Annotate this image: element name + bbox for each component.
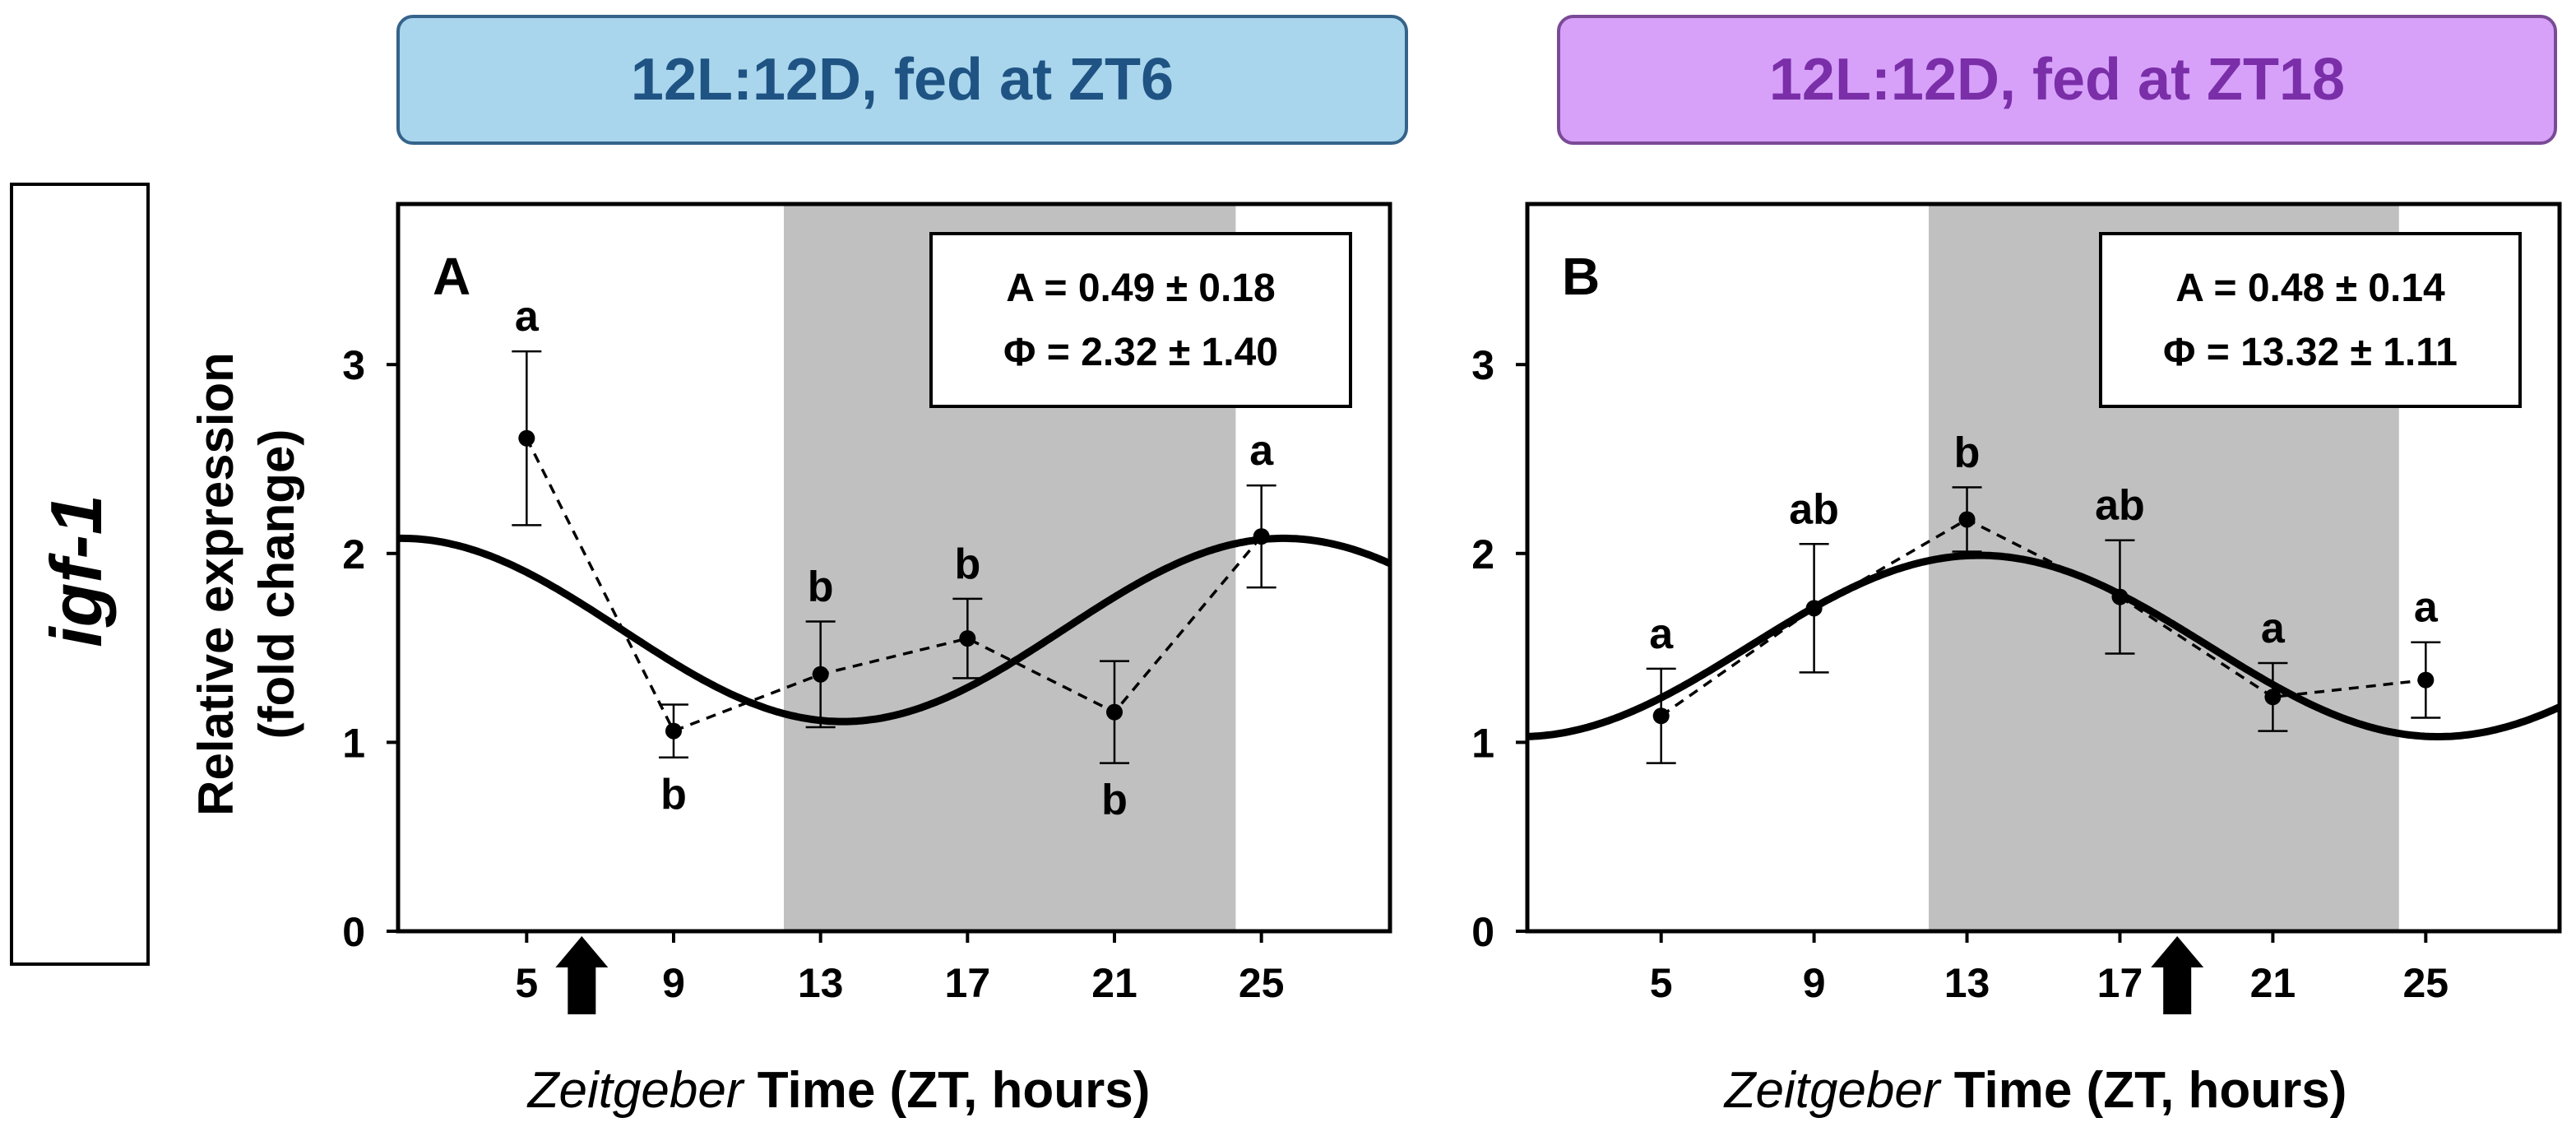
condition-title-a: 12L:12D, fed at ZT6: [396, 15, 1408, 145]
significance-label: b: [808, 563, 834, 610]
panel-label: B: [1562, 247, 1600, 306]
data-point: [1106, 703, 1123, 721]
x-tick-label: 17: [2097, 960, 2143, 1006]
data-point: [1253, 528, 1270, 545]
x-axis-title-italic: Zeitgeber: [527, 1062, 744, 1119]
x-tick-label: 21: [1091, 960, 1137, 1006]
data-point: [2417, 671, 2435, 689]
significance-label: a: [2414, 584, 2439, 632]
stats-amplitude: A = 0.49 ± 0.18: [1006, 267, 1275, 310]
stats-box: [929, 232, 1352, 408]
x-tick-label: 13: [798, 960, 844, 1006]
y-tick-label: 3: [1471, 342, 1494, 388]
cosinor-fit-line: [1527, 551, 2561, 740]
data-point: [2264, 689, 2282, 706]
y-tick-label: 3: [342, 342, 365, 388]
significance-label: ab: [2095, 482, 2145, 530]
data-point: [1958, 511, 1976, 528]
feeding-time-arrow-icon: [2151, 936, 2204, 1014]
y-tick-label: 1: [342, 720, 365, 766]
significance-label: ab: [1789, 485, 1839, 533]
significance-label: a: [1649, 610, 1674, 658]
x-axis-title-b: Zeitgeber Time (ZT, hours): [1725, 1061, 2347, 1120]
x-axis-title-a: Zeitgeber Time (ZT, hours): [528, 1061, 1151, 1120]
feeding-time-arrow-icon: [555, 936, 609, 1014]
x-axis-title-italic: Zeitgeber: [1724, 1062, 1940, 1119]
x-tick-label: 13: [1944, 960, 1990, 1006]
significance-label: a: [1249, 427, 1274, 475]
cosinor-fit-line: [398, 534, 1392, 726]
gene-label-box: [10, 183, 150, 966]
condition-title-b: 12L:12D, fed at ZT18: [1557, 15, 2557, 145]
significance-label: b: [1954, 429, 1981, 476]
stats-box: [2099, 232, 2522, 408]
significance-label: b: [660, 771, 687, 819]
data-point: [959, 630, 976, 647]
y-tick-label: 2: [342, 531, 365, 577]
x-axis-title-rest: Time (ZT, hours): [1939, 1062, 2347, 1119]
stats-acrophase: Φ = 13.32 ± 1.11: [2163, 331, 2458, 374]
y-tick-label: 2: [1471, 531, 1494, 577]
data-point: [1652, 707, 1670, 725]
y-tick-label: 0: [1471, 909, 1494, 955]
data-point: [1805, 600, 1823, 617]
x-tick-label: 9: [1803, 960, 1826, 1006]
y-tick-label: 0: [342, 909, 365, 955]
plot-frame: [396, 202, 1392, 934]
measured-series-line: [525, 437, 1263, 733]
panel-b: a ab b ab a a 0 1 2 3 5 9 13 17 21 25 B A = 0.48 ± 0.14 Φ …: [1471, 202, 2562, 1014]
x-tick-label: 5: [515, 960, 538, 1006]
data-point: [2111, 588, 2129, 605]
significance-label: a: [2261, 605, 2286, 652]
stats-amplitude: A = 0.48 ± 0.14: [2175, 267, 2445, 310]
data-point: [812, 666, 829, 683]
x-tick-label: 9: [662, 960, 685, 1006]
x-tick-label: 21: [2250, 960, 2296, 1006]
x-tick-label: 25: [1239, 960, 1285, 1006]
y-tick-label: 1: [1471, 720, 1494, 766]
panel-a: a b b b b a 0 1 2 3 5 9 13 17 21 25 A A = 0.49 ± 0.18 Φ = …: [342, 202, 1392, 1014]
measured-series-line: [1660, 517, 2426, 717]
data-point: [518, 429, 535, 447]
significance-label: b: [1101, 777, 1128, 824]
x-tick-label: 5: [1650, 960, 1673, 1006]
significance-label: b: [954, 540, 980, 588]
significance-label: a: [515, 293, 540, 341]
data-point: [665, 722, 682, 740]
stats-acrophase: Φ = 2.32 ± 1.40: [1003, 331, 1278, 374]
x-tick-label: 25: [2403, 960, 2449, 1006]
x-axis-title-rest: Time (ZT, hours): [743, 1062, 1151, 1119]
x-tick-label: 17: [945, 960, 991, 1006]
plot-frame: [1525, 202, 2562, 934]
panel-label: A: [433, 247, 470, 306]
